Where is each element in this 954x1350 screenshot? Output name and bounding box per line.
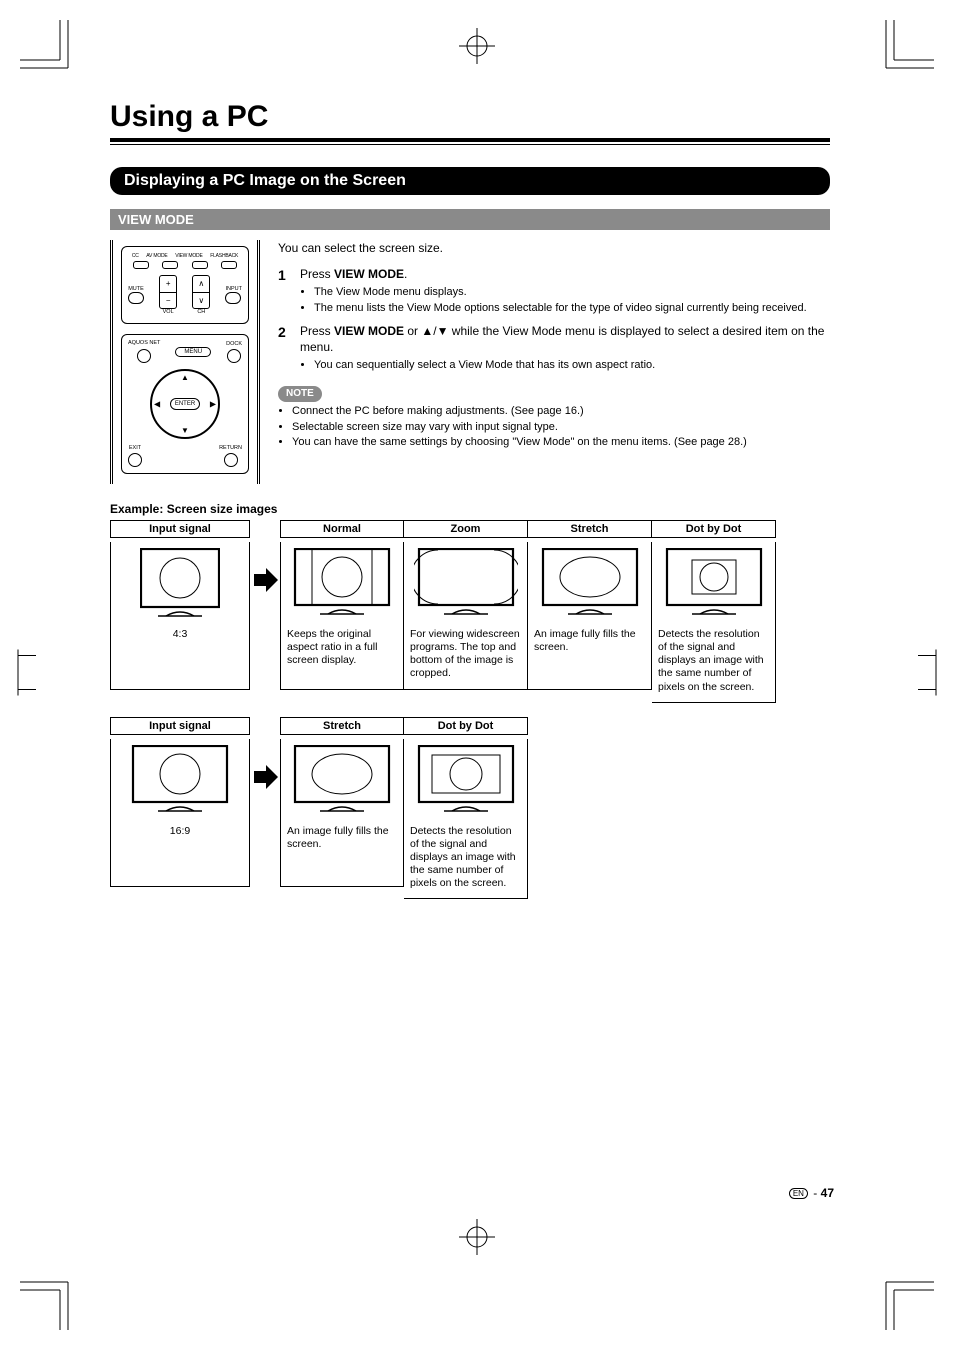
registration-target-top xyxy=(459,28,495,69)
tv-figure-icon xyxy=(140,548,220,622)
note-badge: NOTE xyxy=(278,386,322,402)
label-input: INPUT xyxy=(225,286,242,292)
arrow-right-icon xyxy=(250,717,280,789)
crop-mark-top-left xyxy=(20,20,80,80)
side-align-left xyxy=(14,650,36,701)
lang-badge: EN xyxy=(789,1188,808,1199)
dock-button-icon xyxy=(227,349,241,363)
crop-mark-top-right xyxy=(874,20,934,80)
example-input-label: 4:3 xyxy=(117,628,243,641)
remote-illustration: CC AV MODE VIEW MODE FLASHBACK MUTE +− xyxy=(110,240,260,484)
up-arrow-icon: ▲ xyxy=(181,373,189,382)
label-dock: DOCK xyxy=(226,341,242,347)
step-bullets: The View Mode menu displays.The menu lis… xyxy=(300,285,830,316)
step-text: Press VIEW MODE. xyxy=(300,266,830,282)
label-vol: VOL xyxy=(159,309,177,315)
remote-nav-panel: AQUOS NET MENU DOCK ▲ ▼ ◀ ▶ xyxy=(121,334,249,474)
page-title: Using a PC xyxy=(110,100,830,134)
input-button-icon xyxy=(225,292,241,304)
example-mode-cell: Dot by Dot Detects the resolution of the … xyxy=(652,520,776,703)
tv-figure-icon xyxy=(290,745,394,819)
example-cell-desc: For viewing widescreen programs. The top… xyxy=(410,628,521,681)
arrow-right-icon xyxy=(250,520,280,592)
step-number: 2 xyxy=(278,323,292,374)
label-viewmode: VIEW MODE xyxy=(175,253,202,259)
title-rule xyxy=(110,138,830,145)
example-input-label: 16:9 xyxy=(117,825,243,838)
tv-figure-icon xyxy=(538,548,642,622)
right-arrow-icon: ▶ xyxy=(210,400,216,409)
ch-rocker-icon: ∧∨ xyxy=(192,275,210,309)
label-flashback: FLASHBACK xyxy=(210,253,238,259)
mute-button-icon xyxy=(128,292,144,304)
label-return: RETURN xyxy=(219,445,242,451)
crop-mark-bottom-left xyxy=(20,1270,80,1330)
remote-top-panel: CC AV MODE VIEW MODE FLASHBACK MUTE +− xyxy=(121,246,249,324)
example-cell-head: Dot by Dot xyxy=(652,520,776,538)
note-item: Selectable screen size may vary with inp… xyxy=(292,420,830,435)
example-mode-cell: Dot by Dot Detects the resolution of the … xyxy=(404,717,528,900)
page-content: Using a PC Displaying a PC Image on the … xyxy=(110,100,830,913)
example-cell-desc: An image fully fills the screen. xyxy=(287,825,397,851)
subheading-text: VIEW MODE xyxy=(118,212,194,227)
example-cell-desc: Detects the resolution of the signal and… xyxy=(658,628,769,694)
example-row-4-3: Input signal 4:3 Normal Keeps the original… xyxy=(110,520,830,703)
side-align-right xyxy=(918,650,940,701)
note-list: Connect the PC before making adjustments… xyxy=(278,404,830,451)
instructions-column: You can select the screen size. 1Press V… xyxy=(278,240,830,484)
left-arrow-icon: ◀ xyxy=(154,400,160,409)
label-cc: CC xyxy=(132,253,139,259)
aquos-net-button-icon xyxy=(137,349,151,363)
tv-figure-icon xyxy=(662,548,766,622)
subheading-bar: VIEW MODE xyxy=(110,209,830,230)
enter-button-icon: ENTER xyxy=(170,398,200,410)
example-title: Example: Screen size images xyxy=(110,502,830,516)
label-mute: MUTE xyxy=(128,286,144,292)
return-button-icon xyxy=(224,453,238,467)
example-cell-head: Input signal xyxy=(110,520,250,538)
intro-text: You can select the screen size. xyxy=(278,240,830,256)
example-cell-head: Stretch xyxy=(280,717,404,735)
section-heading: Displaying a PC Image on the Screen xyxy=(110,167,830,195)
example-mode-cell: Stretch An image fully fills the screen. xyxy=(528,520,652,690)
example-cell-desc: An image fully fills the screen. xyxy=(534,628,645,654)
step-text: Press VIEW MODE or ▲/▼ while the View Mo… xyxy=(300,323,830,355)
step-number: 1 xyxy=(278,266,292,317)
example-cell-head: Dot by Dot xyxy=(404,717,528,735)
example-row-16-9: Input signal 16:9 Stretch An image fully fi… xyxy=(110,717,830,900)
down-arrow-icon: ▼ xyxy=(181,426,189,435)
exit-button-icon xyxy=(128,453,142,467)
example-cell-head: Normal xyxy=(280,520,404,538)
tv-figure-icon xyxy=(414,548,518,622)
label-exit: EXIT xyxy=(128,445,142,451)
label-aquos-net: AQUOS NET xyxy=(128,341,160,347)
example-cell-desc: Detects the resolution of the signal and… xyxy=(410,825,521,891)
nav-ring-icon: ▲ ▼ ◀ ▶ ENTER xyxy=(150,369,220,439)
note-item: Connect the PC before making adjustments… xyxy=(292,404,830,419)
example-input-cell: Input signal 4:3 xyxy=(110,520,250,690)
note-item: You can have the same settings by choosi… xyxy=(292,435,830,450)
crop-mark-bottom-right xyxy=(874,1270,934,1330)
example-mode-cell: Stretch An image fully fills the screen. xyxy=(280,717,404,887)
example-cell-head: Zoom xyxy=(404,520,528,538)
registration-target-bottom xyxy=(459,1219,495,1260)
step-bullets: You can sequentially select a View Mode … xyxy=(300,358,830,373)
example-mode-cell: Zoom For viewing widescreen programs. The… xyxy=(404,520,528,690)
tv-figure-icon xyxy=(128,745,232,819)
tv-figure-icon xyxy=(290,548,394,622)
example-cell-desc: Keeps the original aspect ratio in a ful… xyxy=(287,628,397,667)
label-ch: CH xyxy=(192,309,210,315)
vol-rocker-icon: +− xyxy=(159,275,177,309)
example-input-cell: Input signal 16:9 xyxy=(110,717,250,887)
example-cell-head: Input signal xyxy=(110,717,250,735)
menu-button-icon: MENU xyxy=(175,347,211,357)
example-mode-cell: Normal Keeps the original aspect ratio in… xyxy=(280,520,404,690)
example-cell-head: Stretch xyxy=(528,520,652,538)
page-number: EN - 47 xyxy=(789,1186,834,1200)
tv-figure-icon xyxy=(414,745,518,819)
label-avmode: AV MODE xyxy=(146,253,167,259)
